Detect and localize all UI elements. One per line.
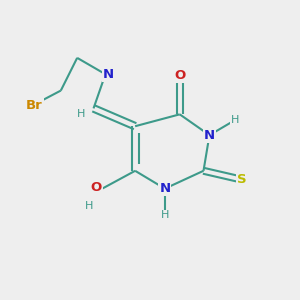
Text: H: H (85, 202, 93, 212)
Text: H: H (230, 115, 239, 125)
Text: O: O (174, 69, 185, 82)
Text: Br: Br (26, 99, 43, 112)
Text: S: S (237, 173, 247, 186)
Text: N: N (103, 68, 114, 81)
Text: O: O (91, 181, 102, 194)
Text: H: H (77, 109, 85, 119)
Text: N: N (159, 182, 170, 195)
Text: N: N (204, 129, 215, 142)
Text: H: H (161, 210, 169, 220)
